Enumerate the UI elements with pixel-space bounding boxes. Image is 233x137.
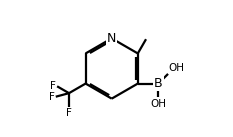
Text: OH: OH xyxy=(169,62,185,72)
Text: F: F xyxy=(50,81,56,91)
Text: F: F xyxy=(66,108,72,118)
Text: B: B xyxy=(154,77,163,90)
Text: OH: OH xyxy=(150,99,166,109)
Text: F: F xyxy=(48,92,54,102)
Text: N: N xyxy=(107,32,116,45)
